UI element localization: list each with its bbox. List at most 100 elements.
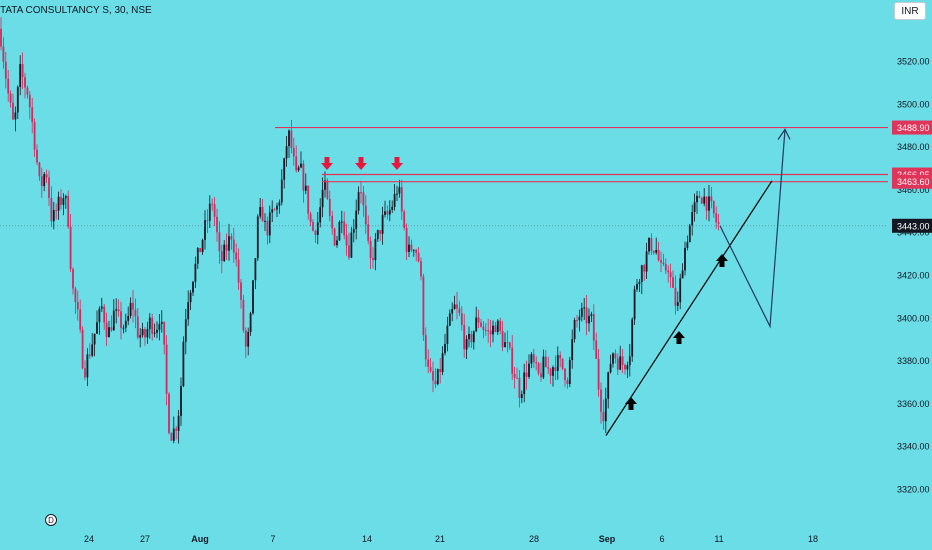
candle-bullish [573, 317, 576, 343]
candle-bearish [549, 367, 552, 384]
time-axis-label: Sep [599, 534, 616, 544]
candle-body [441, 353, 444, 373]
candle-body [196, 248, 199, 264]
candle-bullish [196, 247, 199, 270]
candle-bullish [446, 316, 449, 352]
candle-bearish [712, 200, 715, 218]
candle-body [648, 237, 650, 252]
candle-body [316, 222, 319, 235]
candle-bullish [412, 249, 415, 257]
candle-bullish [355, 199, 358, 240]
candle-bearish [230, 233, 233, 250]
price-axis-label: 3360.00 [897, 399, 930, 409]
candle-body [55, 210, 58, 212]
candle-bullish [172, 416, 175, 444]
candle-bullish [115, 298, 118, 324]
candle-bullish [100, 297, 103, 313]
candle-body [84, 368, 86, 378]
candle-body [136, 316, 139, 338]
candle-body [607, 372, 610, 399]
candle-bearish [273, 208, 276, 211]
candle-bullish [189, 289, 192, 310]
candle-body [578, 316, 581, 321]
candle-bearish [136, 308, 139, 340]
candle-bullish [276, 202, 278, 217]
candle-bullish [391, 200, 394, 213]
candle-body [640, 265, 643, 282]
candle-body [259, 206, 262, 217]
candle-body [626, 365, 629, 370]
candle-bullish [338, 220, 341, 242]
candle-bullish [612, 352, 614, 368]
candle-body [340, 221, 343, 223]
candle-body [547, 367, 550, 369]
candle-body [218, 232, 221, 252]
candle-body [295, 156, 298, 171]
candle-bullish [297, 165, 300, 172]
candle-bullish [580, 302, 583, 322]
candle-bullish [16, 85, 19, 120]
candle-bullish [19, 55, 22, 96]
candle-bullish [336, 235, 338, 248]
candle-body [556, 355, 559, 371]
candle-body [175, 428, 178, 431]
candle-body [540, 373, 542, 378]
candle-bullish [278, 199, 281, 214]
candle-bearish [434, 368, 437, 388]
candle-bearish [206, 209, 209, 234]
badge-label: 3443.00 [897, 221, 930, 231]
candle-bearish [343, 211, 346, 240]
candle-bearish [232, 227, 235, 263]
candle-body [192, 281, 194, 293]
tradingview-logo-icon[interactable]: D [45, 514, 57, 526]
candle-bearish [456, 291, 458, 320]
candle-bearish [669, 263, 672, 288]
candle-body [146, 329, 149, 338]
candle-body [168, 393, 170, 434]
candle-body [62, 198, 65, 205]
candle-bearish [595, 332, 598, 359]
candle-bullish [676, 291, 679, 312]
candle-body [475, 317, 478, 332]
candle-bearish [242, 294, 245, 333]
candle-body [139, 335, 142, 338]
candle-body [667, 270, 670, 273]
candle-bearish [415, 248, 418, 262]
candle-bullish [247, 327, 250, 356]
time-axis-label: 28 [529, 534, 539, 544]
candle-bullish [504, 332, 506, 348]
candle-bullish [645, 242, 648, 279]
candle-body [681, 270, 684, 279]
candle-bearish [211, 198, 214, 211]
candle-body [429, 366, 432, 372]
candle-bearish [564, 367, 566, 387]
candle-bullish [542, 349, 545, 380]
candle-body [688, 225, 691, 243]
candle-bearish [33, 118, 36, 157]
candle-bullish [304, 173, 307, 195]
candle-bullish [441, 346, 444, 376]
candle-body [240, 282, 242, 300]
price-axis-label: 3520.00 [897, 57, 930, 67]
candle-body [199, 248, 202, 253]
candle-body [134, 309, 137, 317]
candle-bearish [652, 250, 655, 255]
candle-bullish [321, 177, 324, 218]
candle-bearish [235, 243, 238, 267]
candle-body [674, 287, 677, 306]
arrow-down-icon [355, 157, 367, 170]
candle-bullish [571, 329, 574, 369]
candle-body [705, 196, 708, 211]
candle-body [50, 197, 53, 222]
time-axis-label: 21 [435, 534, 445, 544]
candle-body [52, 210, 55, 222]
candle-body [103, 306, 106, 323]
currency-selector[interactable]: INR [894, 2, 926, 20]
candle-body [355, 210, 358, 229]
candle-bearish [621, 349, 624, 374]
candle-body [278, 202, 281, 206]
candle-bearish [81, 326, 84, 370]
candle-body [357, 192, 360, 211]
candle-bearish [501, 321, 504, 352]
candle-bearish [2, 37, 5, 69]
